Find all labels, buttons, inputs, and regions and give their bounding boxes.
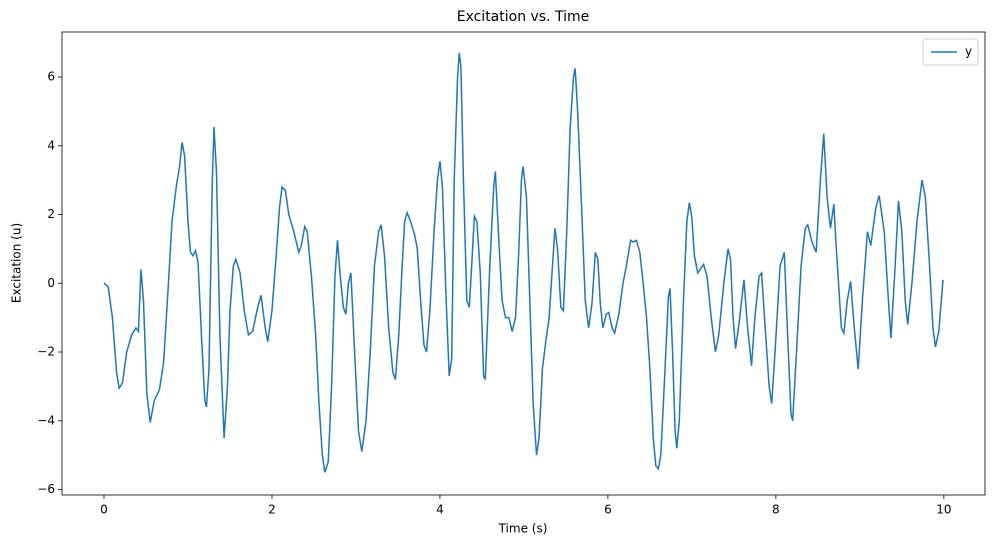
x-tick-label: 6 xyxy=(604,503,612,517)
y-tick-label: −4 xyxy=(37,413,55,427)
x-tick-label: 4 xyxy=(436,503,444,517)
y-tick-label: −2 xyxy=(37,345,55,359)
chart-title: Excitation vs. Time xyxy=(457,9,590,25)
x-tick-label: 2 xyxy=(268,503,276,517)
plot-frame xyxy=(61,31,986,496)
y-tick-label: 0 xyxy=(47,276,55,290)
x-tick-label: 8 xyxy=(772,503,780,517)
x-tick-label: 0 xyxy=(100,503,108,517)
x-axis-label: Time (s) xyxy=(498,522,548,536)
y-axis-label: Excitation (u) xyxy=(10,223,24,303)
series-line xyxy=(103,52,944,473)
legend-label: y xyxy=(965,45,972,59)
y-tick-label: 4 xyxy=(47,138,55,152)
y-tick-label: −6 xyxy=(37,482,55,496)
x-tick-label: 10 xyxy=(936,503,951,517)
y-tick-label: 6 xyxy=(47,70,55,84)
y-tick-label: 2 xyxy=(47,207,55,221)
